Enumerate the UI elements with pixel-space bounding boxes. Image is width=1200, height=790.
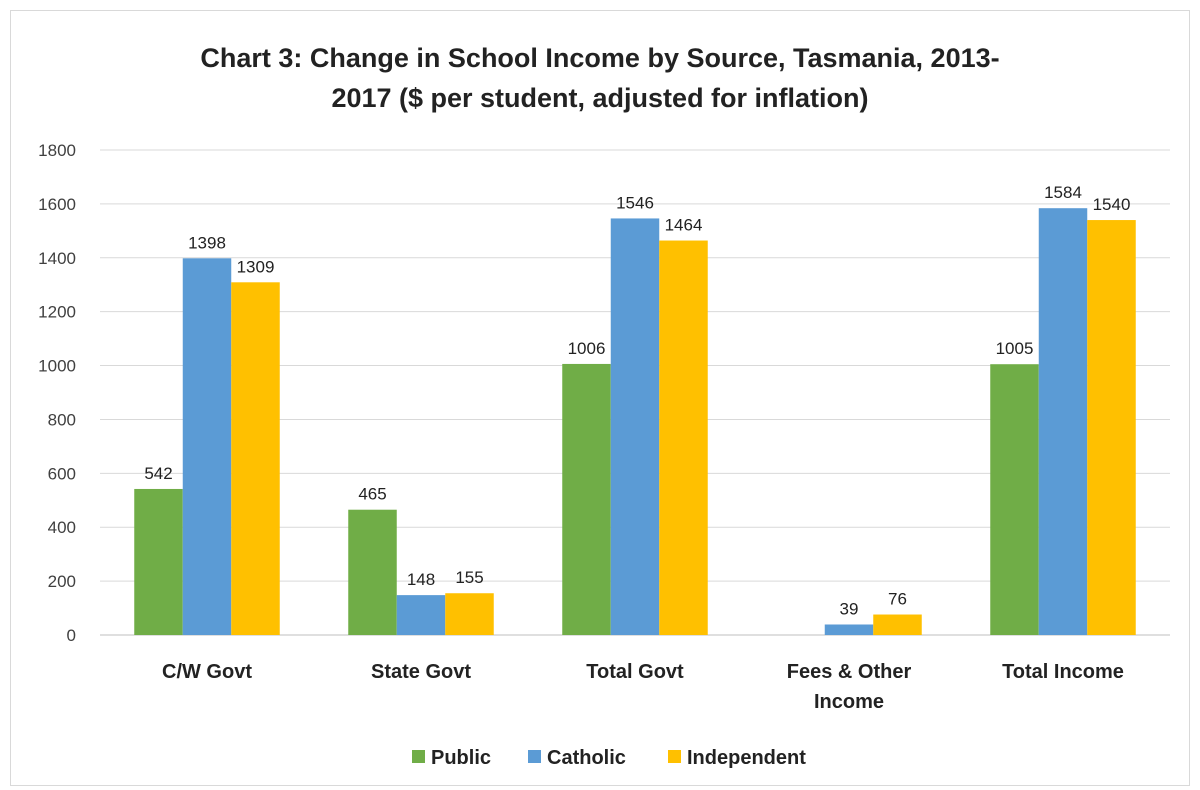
- legend-swatch-independent: [668, 750, 681, 763]
- data-labels: 542 465 1006 1005 1398 148 1546 39 1584 1309 155 14…: [144, 183, 1130, 618]
- data-label: 76: [888, 590, 907, 609]
- x-category-label: Total Income: [1002, 661, 1124, 683]
- data-label: 148: [407, 570, 435, 589]
- y-tick-label: 1800: [38, 141, 76, 160]
- x-category-label: Total Govt: [586, 661, 684, 683]
- bar-catholic: [610, 218, 660, 635]
- bar-public: [348, 509, 397, 635]
- legend: Public Catholic Independent: [412, 747, 806, 769]
- bar-public: [990, 364, 1039, 635]
- data-label: 1546: [616, 193, 654, 212]
- y-axis-ticks: 0 200 400 600 800 1000 1200 1400 1600 1800: [38, 141, 76, 645]
- bar-catholic: [824, 624, 874, 635]
- x-category-label: Income: [814, 691, 884, 713]
- legend-swatch-catholic: [528, 750, 541, 763]
- x-category-label: State Govt: [371, 661, 471, 683]
- data-label: 155: [455, 568, 483, 587]
- data-label: 1398: [188, 233, 226, 252]
- data-label: 1006: [568, 339, 606, 358]
- y-tick-label: 200: [48, 572, 76, 591]
- data-label: 1005: [996, 339, 1034, 358]
- x-category-label: C/W Govt: [162, 661, 252, 683]
- data-label: 1584: [1044, 183, 1082, 202]
- bar-catholic: [182, 258, 232, 635]
- bar-public: [562, 363, 611, 635]
- data-label: 1309: [237, 257, 275, 276]
- bar-catholic: [1038, 208, 1088, 635]
- data-label: 1540: [1093, 195, 1131, 214]
- x-category-label: Fees & Other: [787, 661, 912, 683]
- bar-independent: [231, 282, 280, 635]
- bars: [134, 208, 1136, 636]
- data-label: 1464: [665, 216, 703, 235]
- data-label: 465: [358, 485, 386, 504]
- x-axis-categories: C/W Govt State Govt Total Govt Fees & Other…: [162, 661, 1124, 713]
- chart-title-line-2: 2017 ($ per student, adjusted for inflat…: [331, 83, 869, 113]
- y-tick-label: 1000: [38, 357, 76, 376]
- bar-public: [134, 488, 183, 635]
- data-label: 542: [144, 464, 172, 483]
- y-tick-label: 1400: [38, 249, 76, 268]
- legend-label: Catholic: [547, 747, 626, 769]
- y-tick-label: 0: [67, 626, 76, 645]
- legend-label: Public: [431, 747, 491, 769]
- y-tick-label: 600: [48, 464, 76, 483]
- legend-label: Independent: [687, 747, 806, 769]
- data-label: 39: [840, 599, 859, 618]
- y-tick-label: 1600: [38, 195, 76, 214]
- chart-title: Chart 3: Change in School Income by Sour…: [0, 38, 1200, 118]
- y-tick-label: 400: [48, 518, 76, 537]
- bar-independent: [659, 240, 708, 636]
- chart-title-line-1: Chart 3: Change in School Income by Sour…: [200, 43, 1000, 73]
- bar-independent: [445, 593, 494, 635]
- y-tick-label: 800: [48, 410, 76, 429]
- bar-catholic: [396, 595, 446, 635]
- bar-independent: [873, 614, 922, 635]
- legend-swatch-public: [412, 750, 425, 763]
- y-tick-label: 1200: [38, 303, 76, 322]
- bar-independent: [1087, 220, 1136, 636]
